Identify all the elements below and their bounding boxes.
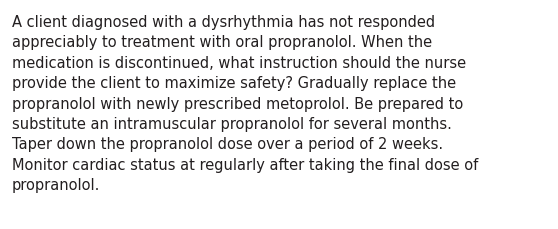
Text: A client diagnosed with a dysrhythmia has not responded
appreciably to treatment: A client diagnosed with a dysrhythmia ha… bbox=[12, 15, 478, 192]
